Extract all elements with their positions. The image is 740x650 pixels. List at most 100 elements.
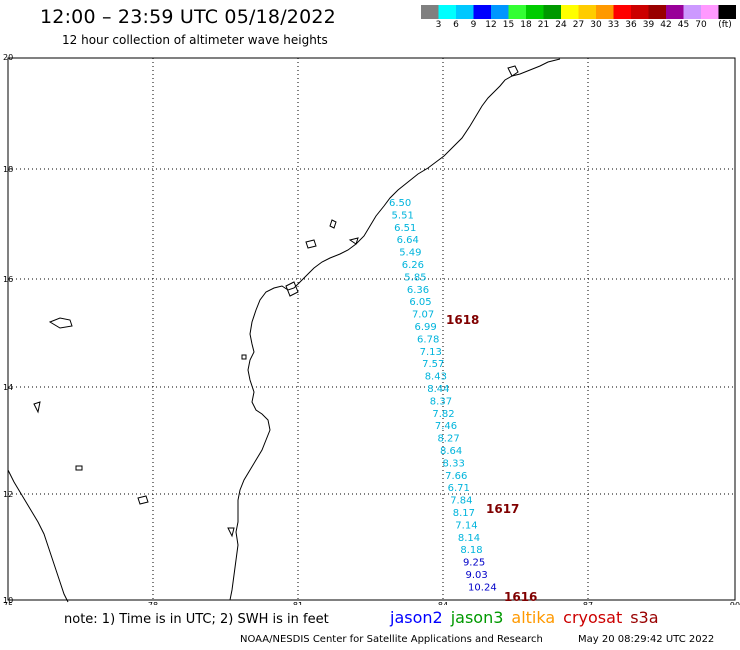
wave-height-value: 5.85	[404, 272, 426, 283]
colorbar-swatch	[613, 5, 631, 19]
wave-height-value: 6.05	[409, 297, 431, 308]
latitude-label: 20	[3, 53, 13, 62]
satellite-legend-item: altika	[511, 608, 556, 627]
colorbar-label: 70	[695, 20, 707, 30]
footer-credit: NOAA/NESDIS Center for Satellite Applica…	[240, 634, 543, 645]
wave-height-value: 7.13	[420, 347, 442, 358]
wave-height-value: 6.36	[407, 285, 429, 296]
island-2	[329, 219, 337, 229]
colorbar-label: 30	[590, 20, 602, 30]
pass-labels: 1618 1617 1616	[446, 313, 537, 604]
map-subtitle: 12 hour collection of altimeter wave hei…	[62, 33, 328, 47]
wave-height-map: 20 18 16 14 12 1075 78 81 84 87 90 6.505.51 6.516.6…	[3, 53, 740, 605]
wave-height-value: 8.14	[458, 533, 480, 544]
wave-height-value: 8.33	[443, 458, 465, 469]
island-11	[227, 527, 235, 538]
colorbar-label: 45	[677, 20, 690, 30]
map-grid	[7, 57, 736, 601]
colorbar-label: 6	[453, 20, 459, 30]
colorbar-label: 24	[555, 20, 567, 30]
island-3	[305, 239, 317, 249]
wave-height-value: 6.26	[402, 260, 424, 271]
satellite-legend-item: jason3	[450, 608, 504, 627]
wave-height-value: 6.64	[397, 235, 419, 246]
island-4	[348, 237, 359, 245]
island-9	[75, 465, 83, 471]
wave-height-value: 10.24	[468, 582, 497, 593]
colorbar-swatch	[473, 5, 491, 19]
satellite-legend: jason2 jason3 altika cryosat s3a	[390, 608, 667, 627]
latitude-label: 18	[3, 165, 13, 174]
island-7	[241, 354, 247, 360]
note-text: note: 1) Time is in UTC; 2) SWH is in fe…	[64, 612, 329, 627]
colorbar-swatch	[631, 5, 649, 19]
colorbar-label: 33	[607, 20, 620, 30]
satellite-legend-item: jason2	[390, 608, 443, 627]
colorbar-swatch	[578, 5, 596, 19]
map-frame	[7, 57, 736, 601]
colorbar-swatch	[648, 5, 666, 19]
wave-height-value: 7.07	[412, 310, 434, 321]
pass-label: 1618	[446, 313, 479, 327]
colorbar-swatch	[561, 5, 579, 19]
longitude-label: 87	[583, 601, 593, 605]
colorbar-label: 36	[625, 20, 637, 30]
colorbar-swatch	[526, 5, 544, 19]
latitude-label: 10	[3, 596, 13, 605]
pass-label: 1617	[486, 502, 519, 516]
longitude-label: 81	[293, 601, 303, 605]
colorbar-labels: 3 6 9 12 15 18 21 24 27 30 33 36 39 42 45 70 (ft)	[421, 20, 740, 34]
wave-height-value: 9.03	[466, 570, 488, 581]
colorbar-swatch	[508, 5, 526, 19]
wave-height-value: 7.14	[455, 520, 477, 531]
colorbar-swatch	[596, 5, 614, 19]
colorbar-swatch	[438, 5, 456, 19]
longitude-label: 84	[438, 601, 448, 605]
latitude-label: 16	[3, 275, 13, 284]
wave-height-value: 8.27	[437, 434, 459, 445]
longitude-label: 90	[730, 601, 740, 605]
colorbar-label: 21	[537, 20, 550, 30]
colorbar-label: 9	[470, 20, 477, 30]
wave-height-value: 7.84	[450, 496, 472, 507]
wave-height-value: 8.43	[425, 372, 447, 383]
wave-height-value: 6.71	[448, 483, 470, 494]
axis-labels: 20 18 16 14 12 1075 78 81 84 87 90	[3, 53, 740, 605]
island-8	[33, 401, 41, 414]
colorbar-swatch	[666, 5, 684, 19]
colorbar-swatch	[683, 5, 701, 19]
colorbar-unit: (ft)	[718, 20, 732, 30]
colorbar-label: 27	[572, 20, 585, 30]
longitude-label: 78	[148, 601, 158, 605]
colorbar-label: 15	[502, 20, 515, 30]
coastline-main	[229, 58, 561, 601]
island-10	[137, 495, 149, 505]
footer-timestamp: May 20 08:29:42 UTC 2022	[578, 634, 715, 645]
colorbar-swatch	[491, 5, 509, 19]
colorbar-swatch	[421, 5, 439, 19]
latitude-label: 14	[3, 383, 13, 392]
island-1	[507, 65, 519, 77]
map-title: 12:00 – 23:59 UTC 05/18/2022	[40, 6, 336, 28]
wave-height-value: 7.57	[422, 359, 444, 370]
satellite-legend-item: cryosat	[563, 608, 623, 627]
wave-height-value: 7.66	[445, 471, 467, 482]
satellite-legend-item: s3a	[630, 608, 659, 627]
wave-height-value: 6.51	[394, 223, 416, 234]
wave-height-value: 8.44	[427, 384, 449, 395]
coastline	[7, 58, 561, 603]
wave-height-value: 6.78	[417, 334, 439, 345]
wave-height-value: 6.50	[389, 198, 411, 209]
island-5	[48, 317, 73, 329]
island-6	[285, 281, 299, 297]
wave-height-value: 5.51	[392, 210, 414, 221]
colorbar-swatch	[456, 5, 474, 19]
colorbar-swatch	[701, 5, 719, 19]
wave-height-value: 8.64	[440, 446, 462, 457]
wave-height-value: 9.25	[463, 558, 485, 569]
wave-height-value: 7.82	[432, 409, 454, 420]
colorbar-label: 18	[520, 20, 532, 30]
wave-height-values: 6.505.51 6.516.64 5.496.265.85 6.366.05 7.07…	[389, 198, 497, 593]
longitude-label: 75	[3, 601, 13, 605]
colorbar-label: 42	[660, 20, 672, 30]
